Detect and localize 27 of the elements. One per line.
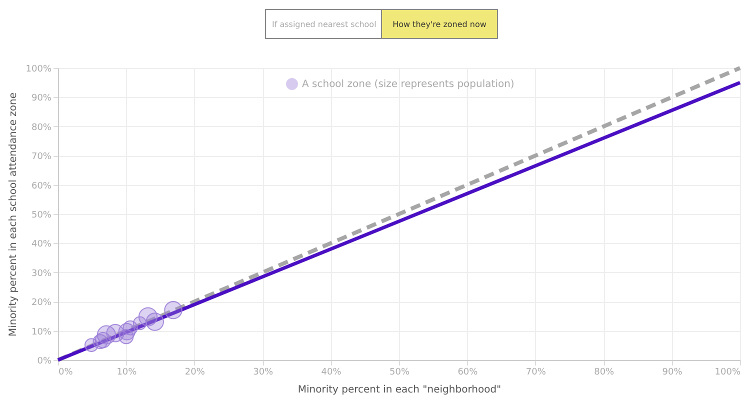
y-tick-label: 10% [31, 327, 52, 338]
x-tick-label: 80% [594, 368, 615, 378]
y-tick-label: 90% [31, 94, 52, 104]
x-tick-label: 40% [321, 368, 342, 378]
y-tick-label: 50% [31, 210, 52, 220]
x-tick-label: 50% [389, 368, 410, 378]
toggle-button: If assigned nearest school [265, 9, 382, 39]
y-tick-label: 60% [31, 181, 52, 192]
y-tick-label: 20% [31, 298, 52, 308]
y-tick-label: 0% [37, 356, 52, 366]
x-tick-label: 60% [458, 368, 478, 378]
y-tick-label: 100% [26, 64, 52, 74]
legend-label: A school zone (size represents population) [302, 79, 514, 90]
y-tick-label: 40% [31, 240, 52, 250]
y-tick-label: 70% [31, 152, 52, 162]
x-axis-title: Minority percent in each "neighborhood" [298, 384, 502, 396]
x-tick-label: 30% [253, 368, 274, 378]
x-tick-label: 90% [662, 368, 683, 378]
x-tick-label: 10% [116, 368, 138, 378]
y-axis-title: Minority percent in each school attendance zone [8, 92, 19, 337]
y-tick-label: 30% [31, 268, 52, 279]
toggle-button: How they're zoned now [382, 9, 498, 39]
x-tick-label: 20% [184, 368, 206, 378]
x-tick-label: 100% [714, 368, 741, 378]
x-tick-label: 0% [58, 368, 74, 378]
y-tick-label: 80% [31, 122, 52, 133]
x-tick-label: 70% [526, 368, 546, 378]
